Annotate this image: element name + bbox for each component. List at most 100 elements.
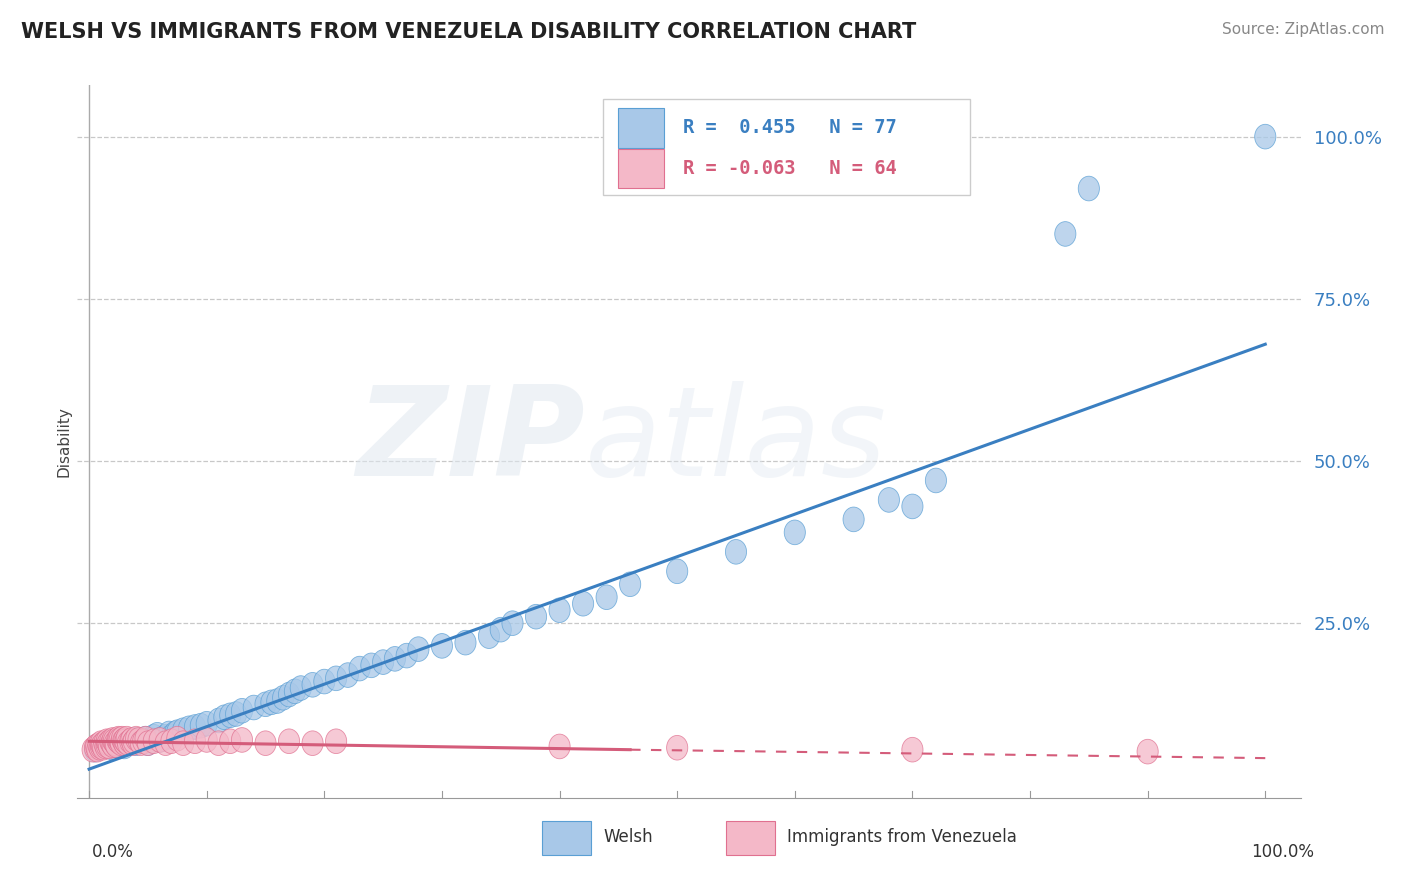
Ellipse shape <box>844 507 865 532</box>
Ellipse shape <box>254 731 276 756</box>
Ellipse shape <box>121 728 142 752</box>
Text: R =  0.455   N = 77: R = 0.455 N = 77 <box>683 119 897 137</box>
Bar <box>543 822 591 855</box>
Ellipse shape <box>1078 177 1099 201</box>
Ellipse shape <box>1254 124 1275 149</box>
Ellipse shape <box>184 714 205 739</box>
Ellipse shape <box>131 728 153 752</box>
Ellipse shape <box>89 735 110 760</box>
Ellipse shape <box>110 728 131 752</box>
Ellipse shape <box>84 738 105 762</box>
Ellipse shape <box>93 733 114 757</box>
Ellipse shape <box>901 494 922 519</box>
Ellipse shape <box>173 718 194 742</box>
Ellipse shape <box>432 633 453 658</box>
Ellipse shape <box>104 733 125 757</box>
Ellipse shape <box>89 733 110 757</box>
Ellipse shape <box>135 726 156 751</box>
Ellipse shape <box>284 679 305 704</box>
Text: atlas: atlas <box>585 381 887 502</box>
Bar <box>619 108 665 147</box>
Text: Source: ZipAtlas.com: Source: ZipAtlas.com <box>1222 22 1385 37</box>
Ellipse shape <box>243 695 264 720</box>
Ellipse shape <box>572 591 593 616</box>
Ellipse shape <box>195 728 218 752</box>
Ellipse shape <box>97 731 118 756</box>
Ellipse shape <box>84 735 105 760</box>
Ellipse shape <box>143 729 165 754</box>
Ellipse shape <box>105 733 127 757</box>
Bar <box>619 149 665 188</box>
Ellipse shape <box>103 735 124 760</box>
Ellipse shape <box>620 572 641 597</box>
Ellipse shape <box>326 666 347 690</box>
Ellipse shape <box>190 714 211 738</box>
Ellipse shape <box>89 735 110 760</box>
Ellipse shape <box>111 729 132 754</box>
Ellipse shape <box>115 729 136 754</box>
Ellipse shape <box>491 617 512 642</box>
Ellipse shape <box>104 731 125 756</box>
Ellipse shape <box>90 734 111 759</box>
Ellipse shape <box>160 729 181 754</box>
Ellipse shape <box>120 729 141 754</box>
Ellipse shape <box>384 647 405 671</box>
Ellipse shape <box>96 729 117 754</box>
Ellipse shape <box>262 690 283 714</box>
Text: ZIP: ZIP <box>356 381 585 502</box>
Ellipse shape <box>108 729 129 754</box>
Ellipse shape <box>785 520 806 545</box>
Ellipse shape <box>219 729 240 754</box>
Ellipse shape <box>232 728 253 752</box>
Ellipse shape <box>114 728 135 752</box>
Ellipse shape <box>112 729 134 754</box>
Ellipse shape <box>290 676 311 700</box>
Ellipse shape <box>160 724 181 749</box>
Ellipse shape <box>111 726 132 751</box>
Ellipse shape <box>117 731 139 756</box>
Ellipse shape <box>314 669 335 694</box>
Ellipse shape <box>125 731 146 756</box>
Ellipse shape <box>167 726 188 751</box>
Ellipse shape <box>456 631 477 655</box>
Ellipse shape <box>155 731 176 756</box>
Ellipse shape <box>98 734 120 759</box>
Ellipse shape <box>86 734 107 759</box>
Ellipse shape <box>122 731 143 756</box>
Ellipse shape <box>143 724 165 749</box>
Ellipse shape <box>478 624 499 648</box>
Ellipse shape <box>108 726 129 751</box>
Ellipse shape <box>103 728 124 752</box>
Ellipse shape <box>90 734 111 759</box>
Ellipse shape <box>96 734 117 759</box>
Ellipse shape <box>149 728 170 752</box>
Ellipse shape <box>117 731 139 756</box>
Ellipse shape <box>135 726 156 751</box>
Ellipse shape <box>90 731 111 756</box>
Y-axis label: Disability: Disability <box>56 406 72 477</box>
Ellipse shape <box>278 729 299 754</box>
Ellipse shape <box>128 728 149 752</box>
Text: Welsh: Welsh <box>603 828 652 846</box>
Text: Immigrants from Venezuela: Immigrants from Venezuela <box>787 828 1017 846</box>
Ellipse shape <box>91 733 112 757</box>
Ellipse shape <box>184 729 205 754</box>
Ellipse shape <box>373 649 394 674</box>
Ellipse shape <box>114 731 135 756</box>
Ellipse shape <box>214 705 235 730</box>
Ellipse shape <box>208 708 229 733</box>
Ellipse shape <box>1137 739 1159 764</box>
Ellipse shape <box>101 731 122 756</box>
Ellipse shape <box>129 729 150 754</box>
Ellipse shape <box>278 682 299 706</box>
Ellipse shape <box>98 731 120 756</box>
Ellipse shape <box>108 731 129 756</box>
Ellipse shape <box>302 731 323 756</box>
Ellipse shape <box>208 731 229 756</box>
Text: 100.0%: 100.0% <box>1251 843 1315 861</box>
Bar <box>725 822 775 855</box>
Ellipse shape <box>596 585 617 609</box>
Ellipse shape <box>117 726 138 751</box>
Ellipse shape <box>925 468 946 492</box>
Ellipse shape <box>254 692 276 716</box>
